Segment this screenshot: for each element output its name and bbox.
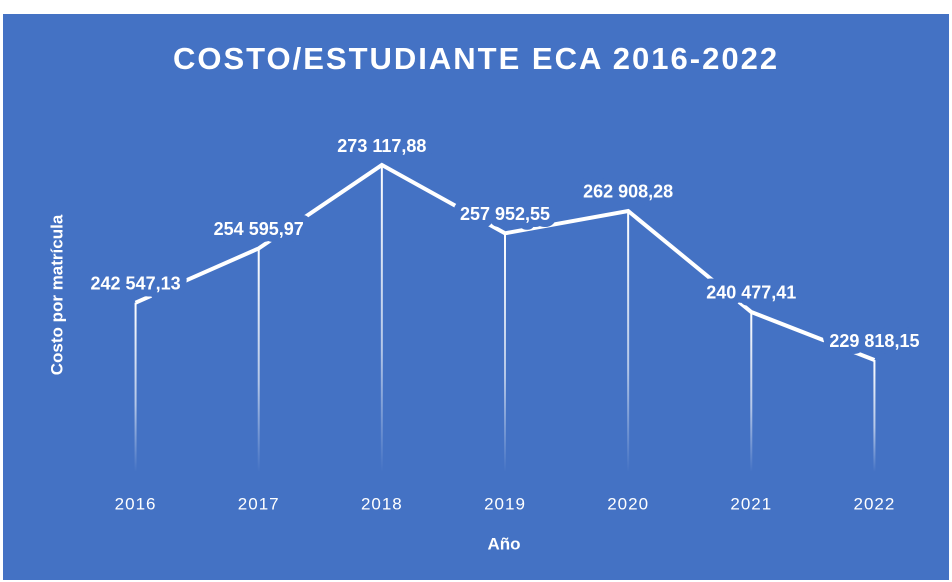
x-axis-label: Año: [487, 534, 520, 553]
x-tick-label: 2019: [484, 494, 526, 513]
drop-line: [750, 311, 753, 472]
x-tick-label: 2021: [730, 494, 772, 513]
data-label: 273 117,88: [337, 136, 426, 156]
chart-background: [3, 14, 949, 580]
drop-line: [873, 360, 876, 472]
x-tick-label: 2022: [854, 494, 896, 513]
x-tick-label: 2016: [115, 494, 157, 513]
drop-line: [627, 210, 630, 472]
data-label: 262 908,28: [583, 182, 673, 202]
chart-title: COSTO/ESTUDIANTE ECA 2016-2022: [173, 41, 779, 76]
drop-line: [380, 165, 383, 472]
drop-line: [134, 302, 137, 472]
data-label: 257 952,55: [460, 204, 550, 224]
x-tick-label: 2017: [238, 494, 280, 513]
data-label: 240 477,41: [706, 283, 796, 303]
data-label: 229 818,15: [829, 331, 919, 351]
drop-line: [504, 233, 506, 472]
y-axis-label: Costo por matrícula: [47, 214, 66, 375]
data-label: 242 547,13: [91, 273, 181, 293]
data-label: 254 595,97: [214, 219, 304, 239]
line: [134, 162, 876, 362]
x-tick-label: 2018: [361, 494, 403, 513]
drop-line: [257, 248, 260, 472]
x-tick-label: 2020: [607, 494, 649, 513]
